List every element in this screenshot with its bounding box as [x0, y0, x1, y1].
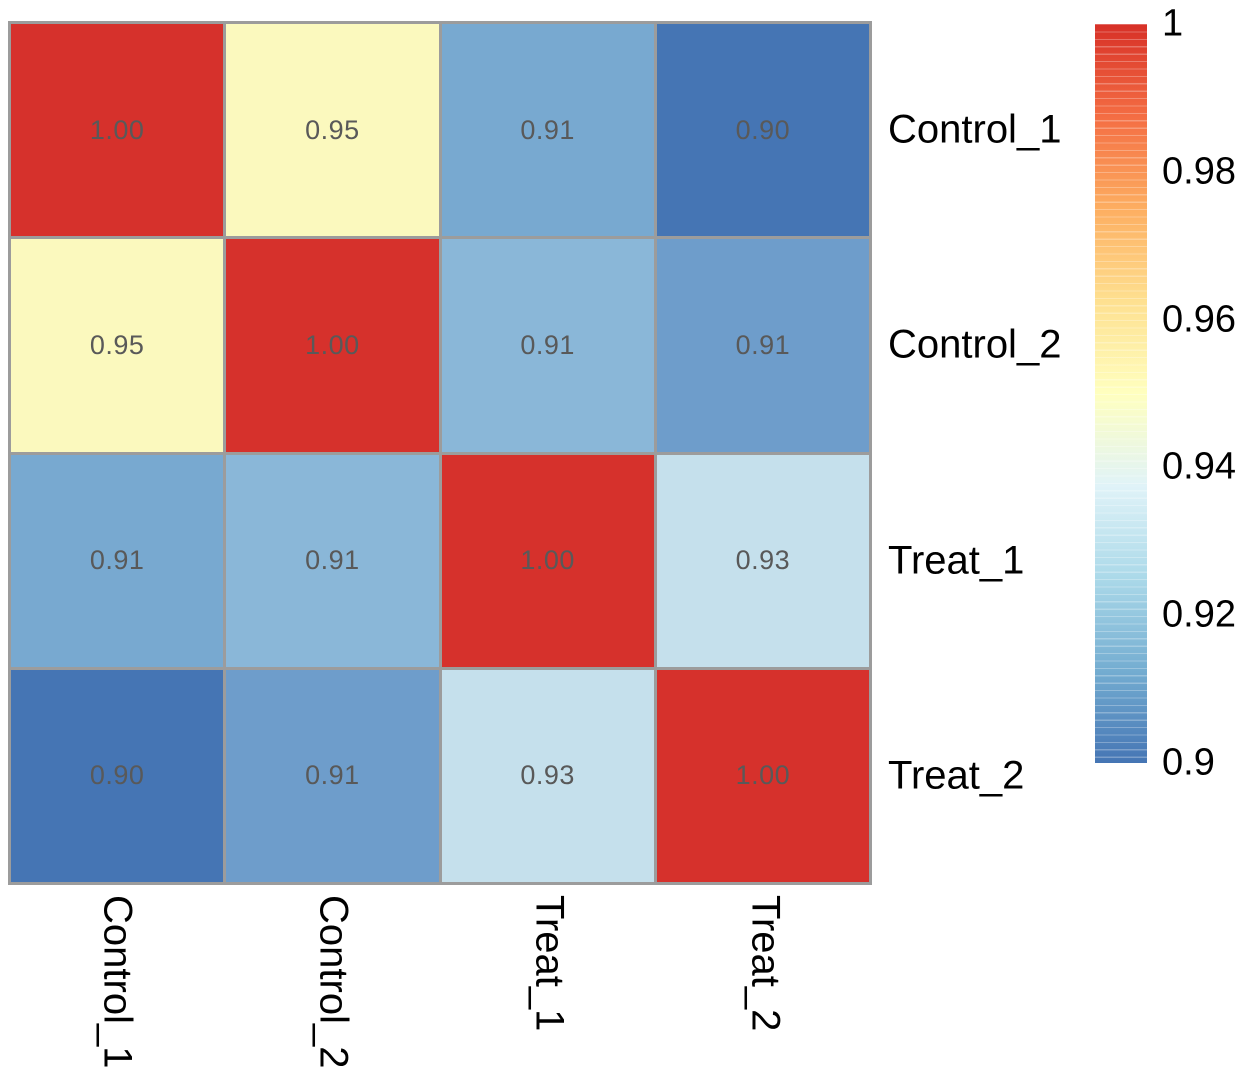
heatmap-cell-Treat_1-Treat_1: 1.00	[441, 454, 654, 667]
heatmap-cell-Treat_2-Treat_1: 0.93	[441, 669, 654, 882]
colorbar-tick-label-0.92: 0.92	[1162, 593, 1236, 636]
colorbar-tick-label-0.94: 0.94	[1162, 445, 1236, 488]
colorbar-tick-label-0.96: 0.96	[1162, 298, 1236, 341]
cell-value: 0.90	[735, 114, 791, 145]
colorbar-tick-label-0.9: 0.9	[1162, 741, 1215, 784]
column-label-Treat_2: Treat_2	[743, 895, 788, 1032]
heatmap-cell-Treat_1-Control_1: 0.91	[11, 454, 224, 667]
row-label-Control_2: Control_2	[888, 322, 1062, 367]
row-label-Treat_2: Treat_2	[888, 753, 1025, 798]
cell-value: 0.91	[89, 545, 145, 576]
column-label-Control_2: Control_2	[311, 895, 356, 1069]
cell-value: 0.93	[735, 545, 791, 576]
heatmap-cell-Control_2-Control_1: 0.95	[11, 239, 224, 452]
cell-value: 0.91	[520, 114, 575, 145]
heatmap-cell-Control_1-Control_1: 1.00	[11, 24, 224, 237]
cell-value: 0.91	[735, 329, 791, 360]
cell-value: 0.95	[305, 114, 360, 145]
cell-value: 0.91	[520, 329, 575, 360]
cell-value: 1.00	[520, 545, 575, 576]
cell-value: 0.93	[520, 760, 575, 791]
cell-value: 1.00	[89, 114, 145, 145]
heatmap-cell-Control_1-Treat_2: 0.90	[656, 24, 869, 237]
column-label-Treat_1: Treat_1	[527, 895, 572, 1032]
row-label-Control_1: Control_1	[888, 107, 1062, 152]
heatmap-cell-Control_2-Treat_1: 0.91	[441, 239, 654, 452]
heatmap-grid: 1.00 0.95 0.91 0.90 0.95 1.00 0.91 0.91 0.91 0.91…	[8, 21, 872, 885]
colorbar-gradient	[1095, 24, 1147, 763]
heatmap-cell-Control_1-Treat_1: 0.91	[441, 24, 654, 237]
cell-value: 0.95	[89, 329, 145, 360]
cell-value: 0.91	[305, 545, 360, 576]
heatmap-cell-Control_1-Control_2: 0.95	[226, 24, 439, 237]
colorbar-tick-label-1: 1	[1162, 2, 1184, 45]
column-label-Control_1: Control_1	[95, 895, 140, 1069]
cell-value: 1.00	[305, 329, 360, 360]
heatmap-cell-Treat_2-Control_1: 0.90	[11, 669, 224, 882]
heatmap-cell-Control_2-Treat_2: 0.91	[656, 239, 869, 452]
cell-value: 0.91	[305, 760, 360, 791]
heatmap-cell-Treat_1-Control_2: 0.91	[226, 454, 439, 667]
heatmap-cell-Treat_1-Treat_2: 0.93	[656, 454, 869, 667]
cell-value: 0.90	[89, 760, 145, 791]
heatmap-cell-Treat_2-Control_2: 0.91	[226, 669, 439, 882]
cell-value: 1.00	[735, 760, 791, 791]
heatmap-cell-Control_2-Control_2: 1.00	[226, 239, 439, 452]
heatmap-cell-Treat_2-Treat_2: 1.00	[656, 669, 869, 882]
row-label-Treat_1: Treat_1	[888, 538, 1025, 583]
colorbar-tick-label-0.98: 0.98	[1162, 150, 1236, 193]
